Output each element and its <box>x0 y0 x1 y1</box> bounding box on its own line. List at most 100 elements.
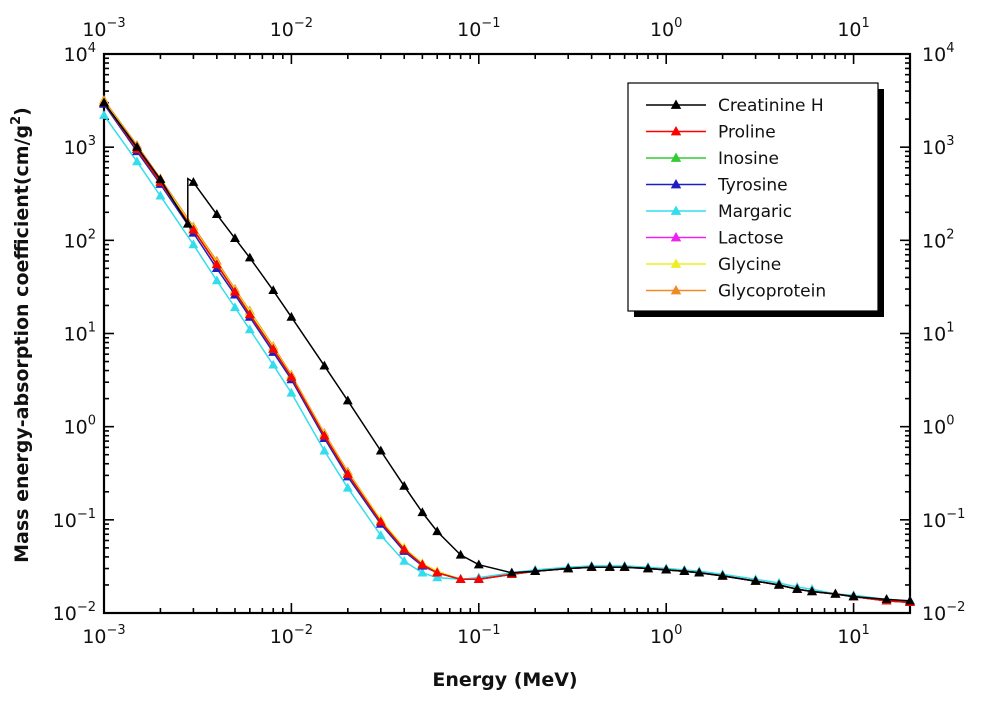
data-point <box>619 562 630 571</box>
y-tick-label-base: 10 <box>64 417 88 439</box>
legend: Creatinine H Proline Inosine Tyrosine Margar… <box>627 82 884 317</box>
data-point <box>342 482 353 492</box>
data-point <box>774 579 784 589</box>
data-point <box>268 343 279 353</box>
axes-layer: 10−310−310−210−210−110−110010010110110−2… <box>53 16 966 648</box>
y-tick-label-exp: 2 <box>88 227 96 242</box>
legend-marker <box>670 205 682 215</box>
y-tick-label-exp: −2 <box>77 600 96 615</box>
legend-item: Glycoprotein <box>646 282 826 302</box>
data-point <box>211 259 222 269</box>
x-top-tick-label: 10−2 <box>270 16 313 41</box>
legend-item: Proline <box>646 123 776 143</box>
x-axis-title: Energy (MeV) <box>432 669 577 691</box>
y-tick-label-base: 10 <box>53 510 77 532</box>
data-point <box>432 567 443 577</box>
data-point <box>455 549 466 559</box>
y-axis-title-main: Mass energy-absorption coefficient(cm/g <box>11 125 33 563</box>
y-tick-label-base: 10 <box>53 603 77 625</box>
x-top-tick-label: 100 <box>650 16 682 41</box>
y-tick-label-base: 10 <box>64 44 88 66</box>
data-point <box>830 588 841 598</box>
legend-marker <box>670 126 682 136</box>
x-tick-label-base: 10 <box>457 626 481 648</box>
data-point <box>417 507 428 517</box>
y-right-tick-label-exp: 4 <box>946 41 954 56</box>
data-point <box>417 559 428 569</box>
y-tick-label-base: 10 <box>64 230 88 252</box>
x-tick-label-base: 10 <box>82 626 106 648</box>
y-right-tick-label: 102 <box>922 227 954 252</box>
x-tick-label: 10−3 <box>82 623 125 648</box>
x-top-tick-label-base: 10 <box>457 19 481 41</box>
data-point <box>244 252 255 262</box>
y-right-tick-label-exp: 3 <box>946 134 954 149</box>
y-right-tick-label-base: 10 <box>922 510 946 532</box>
data-point <box>881 594 892 604</box>
x-tick-label-base: 10 <box>270 626 294 648</box>
data-point <box>244 309 255 319</box>
data-point <box>319 360 330 370</box>
data-point <box>375 445 386 455</box>
data-point <box>661 564 672 574</box>
data-point <box>132 156 142 166</box>
legend-item: Glycine <box>646 255 781 275</box>
data-point <box>455 574 466 583</box>
y-tick-label-exp: 0 <box>88 414 96 429</box>
x-top-tick-label-exp: −2 <box>294 16 313 31</box>
x-tick-label-exp: 0 <box>674 623 682 638</box>
data-point <box>244 324 255 334</box>
y-tick-label-exp: −1 <box>77 507 96 522</box>
data-point <box>132 141 142 151</box>
y-tick-label: 103 <box>64 134 96 159</box>
data-point <box>188 177 199 186</box>
legend-label: Margaric <box>718 202 792 222</box>
data-point <box>375 530 386 540</box>
y-tick-label: 10−1 <box>53 507 96 532</box>
data-point <box>905 595 915 605</box>
x-tick-label: 100 <box>650 623 682 648</box>
data-point <box>604 562 615 571</box>
data-point <box>268 285 279 295</box>
series-line <box>103 102 911 602</box>
y-right-tick-label-exp: 0 <box>946 414 954 429</box>
y-right-tick-label-base: 10 <box>922 230 946 252</box>
data-point <box>506 567 517 577</box>
legend-marker <box>670 179 682 189</box>
y-tick-label: 104 <box>64 41 96 66</box>
series-layer <box>99 94 915 607</box>
y-tick-label: 101 <box>64 321 96 346</box>
data-point <box>342 395 353 405</box>
x-top-tick-label-base: 10 <box>82 19 106 41</box>
data-point <box>188 239 199 249</box>
x-top-tick-label-exp: −1 <box>481 16 500 31</box>
y-tick-label: 102 <box>64 227 96 252</box>
data-point <box>694 567 705 577</box>
data-point <box>679 566 690 575</box>
data-point <box>643 563 653 573</box>
x-tick-label-exp: −3 <box>107 623 126 638</box>
data-point <box>563 563 574 573</box>
legend-box <box>627 82 879 312</box>
x-tick-label-base: 10 <box>650 626 674 648</box>
legend-marker <box>670 152 682 162</box>
data-point <box>230 233 240 242</box>
legend-label: Lactose <box>718 229 784 249</box>
data-point <box>182 218 193 228</box>
data-point <box>99 110 109 119</box>
data-point <box>717 570 728 580</box>
data-point <box>807 586 817 596</box>
y-right-tick-label: 101 <box>922 321 954 346</box>
x-tick-label-exp: 1 <box>862 623 870 638</box>
y-right-tick-label-exp: 1 <box>946 321 954 336</box>
data-point <box>230 286 240 296</box>
data-point <box>432 572 443 582</box>
y-tick-label-exp: 4 <box>88 41 96 56</box>
y-tick-label-base: 10 <box>64 137 88 159</box>
y-tick-label-exp: 1 <box>88 321 96 336</box>
data-point <box>848 591 859 601</box>
x-top-tick-label-base: 10 <box>270 19 294 41</box>
y-axis-title-sup: 2 <box>9 116 24 125</box>
x-tick-label-exp: −1 <box>481 623 500 638</box>
